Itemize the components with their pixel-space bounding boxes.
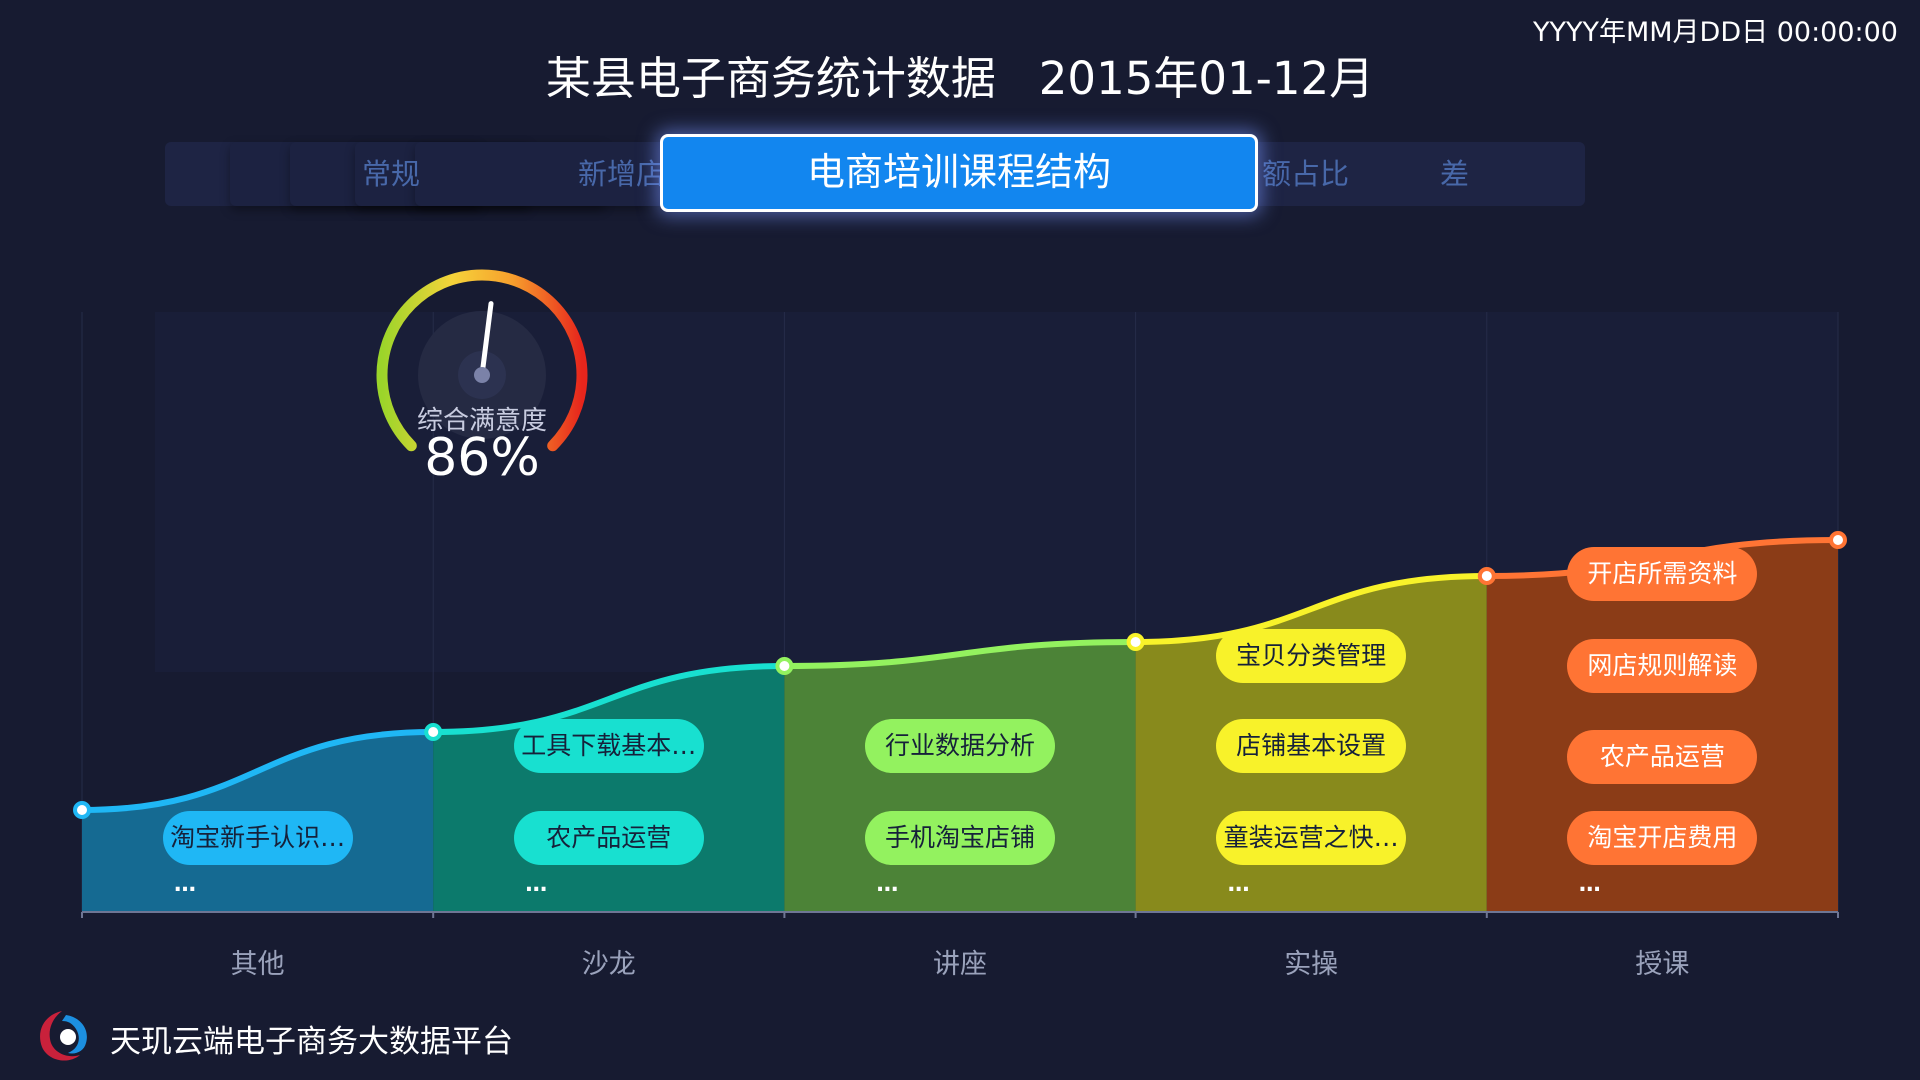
line-segment-1: [81, 729, 434, 813]
course-pill[interactable]: 工具下载基本…: [513, 719, 704, 773]
line-segment-3: [784, 639, 1136, 669]
course-pill[interactable]: 淘宝开店费用: [1567, 811, 1758, 865]
tab-training-structure[interactable]: 电商培训课程结构: [660, 134, 1258, 212]
more-indicator[interactable]: …: [1578, 872, 1601, 897]
gauge-hub: [474, 367, 490, 383]
gauge-needle: [479, 301, 494, 378]
tab-share-ratio[interactable]: 额占比: [1262, 157, 1350, 191]
course-pill[interactable]: 网店规则解读: [1567, 639, 1758, 693]
more-indicator[interactable]: …: [1227, 872, 1250, 897]
tab-regular[interactable]: 常规: [362, 157, 421, 191]
tab-new-stores[interactable]: 新增店: [578, 157, 666, 191]
gauge-arc: [376, 269, 588, 452]
gauge-label: 综合满意度: [416, 406, 547, 436]
category-label: 授课: [1635, 949, 1690, 980]
datetime-clock: YYYY年MM月DD日 00:00:00: [1533, 17, 1898, 48]
area-segment-2: [433, 666, 785, 912]
line-segment-4: [1135, 573, 1487, 645]
course-pill[interactable]: 农产品运营: [513, 811, 704, 865]
data-point: [1477, 567, 1496, 585]
gauge-value: 86%: [424, 428, 540, 488]
course-pill[interactable]: 手机淘宝店铺: [865, 811, 1055, 865]
course-pill[interactable]: 淘宝新手认识…: [162, 811, 353, 865]
category-label: 实操: [1284, 949, 1339, 980]
data-point: [775, 657, 794, 675]
course-pill[interactable]: 行业数据分析: [865, 719, 1055, 773]
tab-bar: [165, 142, 1585, 206]
data-point: [1829, 531, 1847, 549]
course-pill[interactable]: 农产品运营: [1567, 730, 1758, 784]
page-title: 某县电子商务统计数据 2015年01-12月: [545, 52, 1375, 105]
course-pill[interactable]: 宝贝分类管理: [1216, 629, 1407, 683]
data-point: [424, 723, 443, 741]
category-label: 讲座: [933, 949, 987, 980]
more-indicator[interactable]: …: [174, 872, 196, 897]
tab-difference[interactable]: 差: [1440, 157, 1470, 191]
line-segment-2: [433, 663, 785, 735]
data-point: [73, 801, 91, 819]
more-indicator[interactable]: …: [525, 872, 548, 897]
area-segment-3: [784, 642, 1136, 912]
more-indicator[interactable]: …: [876, 872, 899, 897]
category-label: 沙龙: [581, 949, 636, 980]
data-point: [1126, 633, 1145, 651]
course-pill[interactable]: 童装运营之快…: [1216, 811, 1407, 865]
category-label: 其他: [230, 949, 285, 980]
platform-name: 天玑云端电子商务大数据平台: [110, 1024, 513, 1060]
platform-logo: [40, 1011, 87, 1061]
course-pill[interactable]: 开店所需资料: [1567, 547, 1758, 601]
course-pill[interactable]: 店铺基本设置: [1216, 719, 1407, 773]
